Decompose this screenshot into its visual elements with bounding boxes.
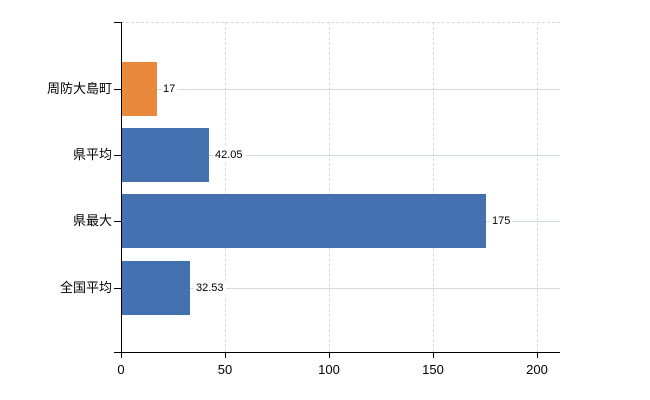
- bar-zenkoku-heikin: [122, 261, 190, 315]
- vertical-gridline-100: [329, 22, 330, 352]
- x-axis-line: [114, 352, 560, 353]
- bar-suooshima-cho: [122, 62, 157, 116]
- row-gridline: [122, 89, 560, 90]
- bar-row: 32.53: [122, 261, 226, 315]
- plot-top-border: [121, 22, 560, 23]
- x-tick-200: [537, 353, 538, 358]
- y-axis-top-tick: [114, 22, 121, 23]
- category-tick: [114, 288, 121, 289]
- x-tick-150: [433, 353, 434, 358]
- x-tick-label-200: 200: [526, 362, 548, 377]
- vertical-gridline-200: [537, 22, 538, 352]
- category-tick: [114, 155, 121, 156]
- category-label-suooshima-cho: 周防大島町: [46, 81, 112, 96]
- row-gridline: [122, 288, 560, 289]
- category-label-ken-saidai: 県最大: [72, 213, 112, 228]
- vertical-gridline-50: [225, 22, 226, 352]
- x-tick-label-50: 50: [217, 362, 233, 377]
- x-tick-label-100: 100: [318, 362, 340, 377]
- bar-row: 17: [122, 62, 178, 116]
- bar-row: 42.05: [122, 128, 245, 182]
- value-label: 42.05: [213, 148, 245, 162]
- x-tick-label-0: 0: [117, 362, 125, 377]
- vertical-gridline-150: [433, 22, 434, 352]
- bar-ken-heikin: [122, 128, 209, 182]
- category-label-ken-heikin: 県平均: [72, 147, 112, 162]
- y-axis-line: [121, 22, 122, 358]
- value-label: 175: [490, 214, 513, 228]
- row-gridline: [122, 155, 560, 156]
- category-label-zenkoku-heikin: 全国平均: [59, 280, 112, 295]
- x-tick-50: [225, 353, 226, 358]
- value-label: 32.53: [194, 281, 226, 295]
- x-tick-100: [329, 353, 330, 358]
- bar-row: 175: [122, 194, 513, 248]
- category-tick: [114, 221, 121, 222]
- x-tick-label-150: 150: [422, 362, 444, 377]
- value-label: 17: [161, 82, 178, 96]
- bar-ken-saidai: [122, 194, 486, 248]
- category-tick: [114, 89, 121, 90]
